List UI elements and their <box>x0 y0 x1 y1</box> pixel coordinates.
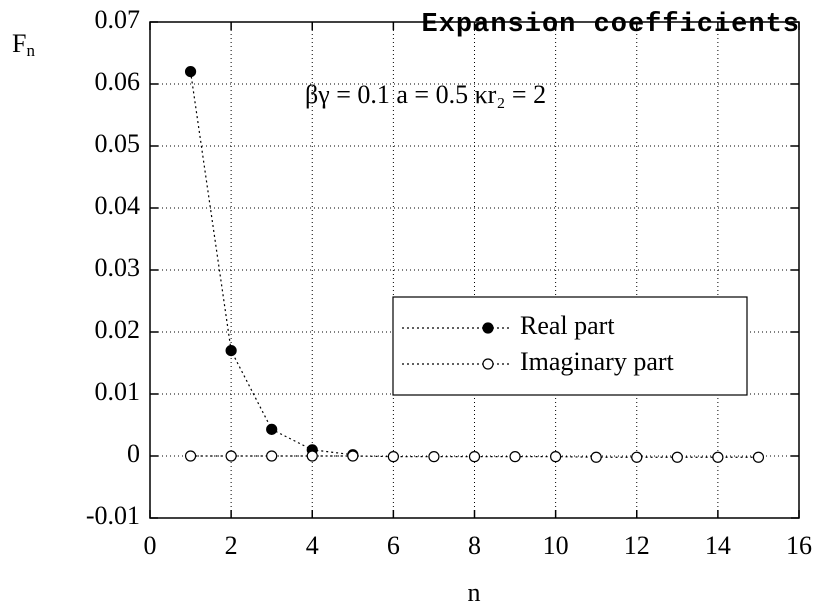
point <box>306 450 318 462</box>
point <box>387 451 399 463</box>
y-label-sub: n <box>26 41 35 60</box>
point <box>225 450 237 462</box>
x-tick-label: 10 <box>543 531 569 560</box>
legend-marker <box>482 358 494 370</box>
y-tick-label: 0.01 <box>95 377 141 406</box>
point <box>266 423 278 435</box>
x-tick-label: 4 <box>306 531 319 560</box>
x-tick-label: 8 <box>468 531 481 560</box>
legend-label: Imaginary part <box>520 347 675 376</box>
y-tick-label: 0.02 <box>95 315 141 344</box>
point <box>266 450 278 462</box>
point <box>550 451 562 463</box>
point <box>347 450 359 462</box>
legend-label: Real part <box>520 311 615 340</box>
x-tick-label: 14 <box>705 531 731 560</box>
line <box>189 71 353 456</box>
point <box>225 345 237 357</box>
point <box>590 451 602 463</box>
y-tick-label: 0.05 <box>95 129 141 158</box>
point <box>428 451 440 463</box>
y-tick-label: -0.01 <box>86 501 140 530</box>
x-axis-label: n <box>468 578 481 607</box>
point <box>752 451 765 463</box>
x-tick-label: 0 <box>144 531 157 560</box>
y-tick-label: 0.07 <box>95 5 141 34</box>
legend-box <box>392 296 748 396</box>
point <box>184 450 197 462</box>
point <box>509 451 521 463</box>
plot-frame <box>149 21 800 519</box>
legend-marker <box>482 322 494 334</box>
x-tick-label: 12 <box>624 531 650 560</box>
y-tick-label: 0 <box>127 439 140 468</box>
y-tick-label: 0.03 <box>95 253 141 282</box>
point <box>671 451 683 463</box>
legend: Real part Imaginary part <box>392 296 748 396</box>
point <box>712 451 724 463</box>
y-tick-label: 0.06 <box>95 67 141 96</box>
point <box>468 451 481 463</box>
x-tick-label: 16 <box>786 531 812 560</box>
y-axis-label: Fn <box>12 29 35 60</box>
annotation: βγ = 0.1 a = 0.5 κr₂ = 2 <box>305 80 546 109</box>
point <box>631 451 643 463</box>
point <box>184 65 197 78</box>
y-label-main: F <box>12 29 26 58</box>
y-tick-label: 0.04 <box>95 191 141 220</box>
x-tick-label: 6 <box>387 531 400 560</box>
x-tick-label: 2 <box>225 531 238 560</box>
chart-title: Expansion coefficients <box>422 10 800 40</box>
